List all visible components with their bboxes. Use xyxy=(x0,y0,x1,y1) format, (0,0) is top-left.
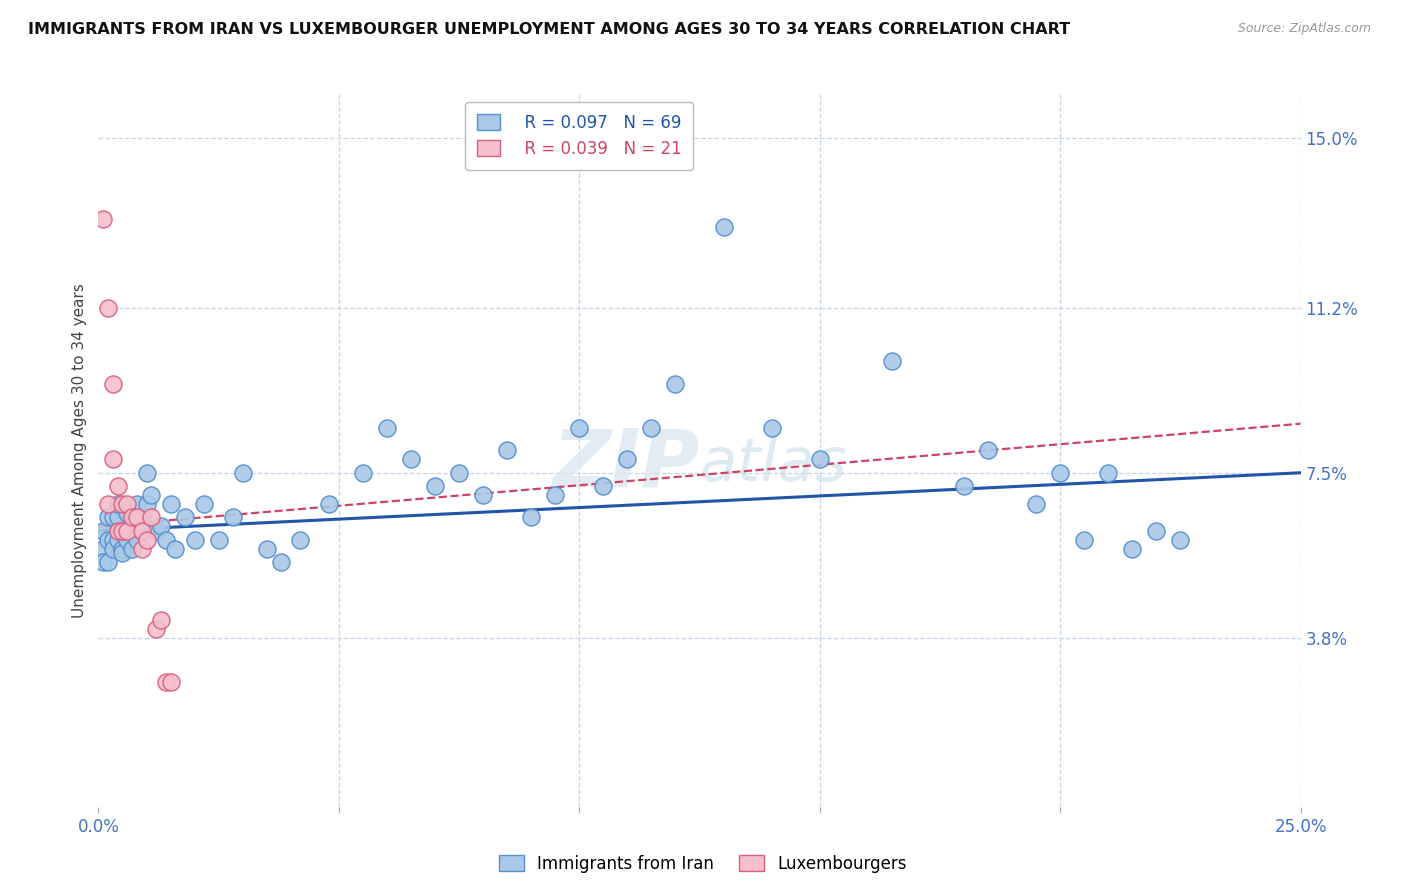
Point xyxy=(232,466,254,480)
Point xyxy=(125,510,148,524)
Point xyxy=(544,488,567,502)
Point xyxy=(616,452,638,467)
Point xyxy=(155,675,177,690)
Point xyxy=(145,622,167,636)
Point xyxy=(174,510,197,524)
Point xyxy=(135,533,157,547)
Point xyxy=(131,524,153,538)
Point xyxy=(107,510,129,524)
Point xyxy=(97,555,120,569)
Point xyxy=(101,533,124,547)
Point xyxy=(117,533,139,547)
Point xyxy=(1073,533,1095,547)
Point xyxy=(135,497,157,511)
Point xyxy=(256,541,278,556)
Point xyxy=(97,497,120,511)
Point xyxy=(977,443,1000,458)
Point xyxy=(141,510,163,524)
Point xyxy=(193,497,215,511)
Point xyxy=(592,479,614,493)
Y-axis label: Unemployment Among Ages 30 to 34 years: Unemployment Among Ages 30 to 34 years xyxy=(72,283,87,618)
Point xyxy=(135,466,157,480)
Text: atlas: atlas xyxy=(700,435,848,494)
Point xyxy=(131,541,153,556)
Point xyxy=(91,555,114,569)
Point xyxy=(1170,533,1192,547)
Point xyxy=(1025,497,1047,511)
Point xyxy=(91,524,114,538)
Point xyxy=(131,524,153,538)
Point xyxy=(149,519,172,533)
Point xyxy=(713,220,735,235)
Point xyxy=(107,497,129,511)
Point xyxy=(97,301,120,315)
Point xyxy=(91,211,114,226)
Point xyxy=(496,443,519,458)
Point xyxy=(111,524,134,538)
Point xyxy=(107,479,129,493)
Point xyxy=(117,497,139,511)
Point xyxy=(141,488,163,502)
Point xyxy=(91,541,114,556)
Point xyxy=(155,533,177,547)
Point xyxy=(117,506,139,520)
Legend:   R = 0.097   N = 69,   R = 0.039   N = 21: R = 0.097 N = 69, R = 0.039 N = 21 xyxy=(465,102,693,169)
Point xyxy=(125,533,148,547)
Point xyxy=(131,510,153,524)
Text: ZIP: ZIP xyxy=(553,425,700,504)
Point xyxy=(472,488,495,502)
Point xyxy=(117,524,139,538)
Point xyxy=(1121,541,1143,556)
Point xyxy=(101,452,124,467)
Text: Source: ZipAtlas.com: Source: ZipAtlas.com xyxy=(1237,22,1371,36)
Point xyxy=(145,524,167,538)
Point xyxy=(117,524,139,538)
Point xyxy=(664,376,686,391)
Point xyxy=(208,533,231,547)
Point xyxy=(111,541,134,556)
Point xyxy=(125,497,148,511)
Point xyxy=(1049,466,1071,480)
Point xyxy=(121,519,143,533)
Point xyxy=(222,510,245,524)
Point xyxy=(352,466,374,480)
Point xyxy=(423,479,446,493)
Point xyxy=(101,541,124,556)
Point xyxy=(107,524,129,538)
Point xyxy=(159,497,181,511)
Point xyxy=(101,510,124,524)
Text: IMMIGRANTS FROM IRAN VS LUXEMBOURGER UNEMPLOYMENT AMONG AGES 30 TO 34 YEARS CORR: IMMIGRANTS FROM IRAN VS LUXEMBOURGER UNE… xyxy=(28,22,1070,37)
Point xyxy=(183,533,205,547)
Point xyxy=(101,376,124,391)
Point xyxy=(953,479,976,493)
Point xyxy=(290,533,312,547)
Legend: Immigrants from Iran, Luxembourgers: Immigrants from Iran, Luxembourgers xyxy=(492,848,914,880)
Point xyxy=(165,541,187,556)
Point xyxy=(97,510,120,524)
Point xyxy=(808,452,831,467)
Point xyxy=(318,497,340,511)
Point xyxy=(121,510,143,524)
Point xyxy=(97,533,120,547)
Point xyxy=(107,533,129,547)
Point xyxy=(159,675,181,690)
Point xyxy=(121,541,143,556)
Point xyxy=(761,421,783,435)
Point xyxy=(520,510,543,524)
Point xyxy=(111,524,134,538)
Point xyxy=(880,354,903,368)
Point xyxy=(270,555,292,569)
Point xyxy=(111,546,134,560)
Point xyxy=(1097,466,1119,480)
Point xyxy=(399,452,422,467)
Point xyxy=(375,421,398,435)
Point xyxy=(447,466,470,480)
Point xyxy=(568,421,591,435)
Point xyxy=(1144,524,1167,538)
Point xyxy=(149,613,172,627)
Point xyxy=(640,421,662,435)
Point xyxy=(111,497,134,511)
